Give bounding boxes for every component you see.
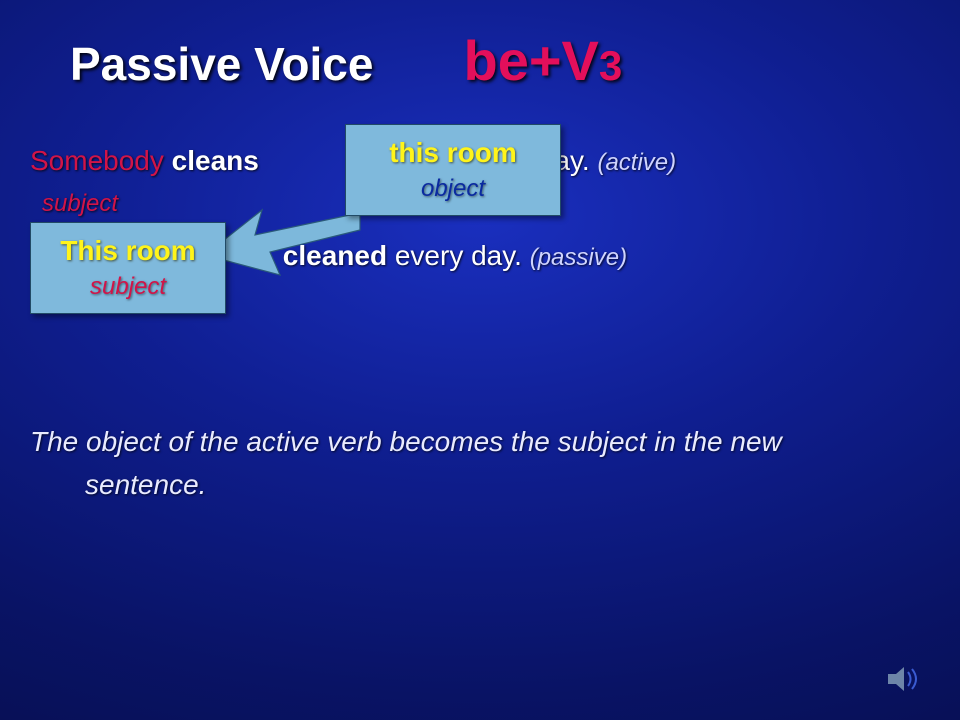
title-formula: be+V3 bbox=[463, 28, 622, 93]
explain-line1: The object of the active verb becomes th… bbox=[30, 426, 782, 457]
subject-callout-box: This room subject bbox=[30, 222, 226, 314]
active-verb-word: cleans bbox=[172, 145, 259, 176]
active-annotation: (active) bbox=[597, 149, 676, 176]
passive-sentence: cleaned every day. (passive) bbox=[235, 240, 627, 272]
formula-v: V bbox=[562, 29, 599, 92]
object-box-main: this room bbox=[368, 137, 538, 169]
slide-root: Passive Voice be+V3 Somebody cleans ay. … bbox=[0, 0, 960, 720]
active-subject-word: Somebody bbox=[30, 145, 164, 176]
formula-sub3: 3 bbox=[599, 42, 622, 89]
title-row: Passive Voice be+V3 bbox=[70, 28, 900, 93]
explanation-text: The object of the active verb becomes th… bbox=[30, 420, 900, 507]
subject-box-sub: subject bbox=[53, 273, 203, 301]
speaker-icon[interactable] bbox=[886, 664, 922, 694]
object-callout-box: this room object bbox=[345, 124, 561, 216]
passive-verb-fragment: cleaned bbox=[283, 240, 387, 271]
subject-box-main: This room bbox=[53, 235, 203, 267]
formula-be: be+ bbox=[463, 29, 561, 92]
passive-tail: every day. bbox=[395, 240, 522, 271]
title-text: Passive Voice bbox=[70, 37, 373, 91]
object-box-sub: object bbox=[368, 175, 538, 203]
explain-line2: sentence. bbox=[85, 463, 900, 506]
active-subject-label: subject bbox=[42, 190, 118, 218]
passive-annotation: (passive) bbox=[530, 244, 627, 271]
